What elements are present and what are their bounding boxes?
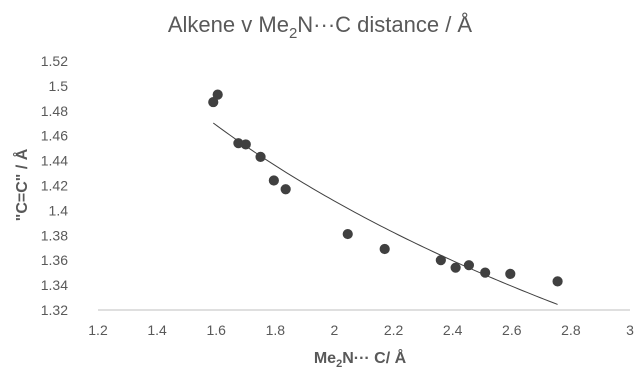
data-point	[212, 89, 223, 100]
data-point	[379, 243, 390, 255]
data-point	[208, 96, 219, 108]
y-tick-label: 1.44	[41, 153, 68, 169]
x-tick-label: 2.8	[561, 322, 581, 338]
chart-title-subscript: 2	[289, 25, 297, 42]
y-axis-tick-labels: 1.32 1.34 1.36 1.38 1.4 1.42 1.44 1.46 1.48 1.5 1.…	[41, 53, 68, 318]
data-points	[208, 89, 563, 287]
x-tick-label: 2.2	[384, 322, 404, 338]
x-tick-label: 1.6	[206, 322, 226, 338]
x-tick-label: 1.4	[147, 322, 167, 338]
x-tick-label: 2.4	[443, 322, 463, 338]
x-axis-title-subscript: 2	[336, 358, 342, 370]
data-point	[463, 260, 475, 271]
data-point	[280, 184, 291, 195]
chart-title: Alkene v Me2N···C distance / Å	[168, 12, 473, 42]
y-tick-label: 1.46	[41, 128, 68, 144]
x-tick-label: 2.6	[502, 322, 522, 338]
trendline	[212, 122, 558, 305]
x-tick-label: 1.2	[88, 322, 108, 338]
y-tick-label: 1.34	[41, 277, 68, 293]
y-axis-title: "C=C" / Å	[12, 148, 31, 221]
data-point	[240, 139, 251, 150]
y-tick-label: 1.48	[41, 103, 68, 119]
data-point	[480, 267, 491, 278]
y-tick-label: 1.5	[49, 78, 69, 94]
y-tick-label: 1.52	[41, 53, 68, 69]
y-tick-label: 1.42	[41, 178, 68, 194]
data-point	[450, 262, 461, 273]
x-tick-label: 1.8	[266, 322, 286, 338]
data-point	[268, 175, 279, 186]
y-tick-label: 1.4	[49, 202, 69, 218]
x-tick-label: 2	[331, 322, 339, 338]
y-tick-label: 1.38	[41, 227, 68, 243]
chart-title-prefix: Alkene v Me	[168, 12, 289, 37]
x-axis-tick-labels: 1.2 1.4 1.6 1.8 2 2.2 2.4 2.6 2.8 3	[88, 322, 634, 338]
x-axis-title-prefix: Me	[314, 350, 336, 367]
data-point	[255, 151, 266, 162]
x-axis-title-suffix: N··· C/ Å	[342, 348, 406, 367]
y-tick-label: 1.32	[41, 302, 68, 318]
data-point	[342, 228, 353, 240]
chart-title-suffix: N···C distance / Å	[297, 12, 472, 37]
data-point	[435, 255, 446, 266]
data-point	[505, 268, 516, 279]
x-tick-label: 3	[626, 322, 634, 338]
y-tick-label: 1.36	[41, 252, 68, 268]
x-axis-title: Me2N··· C/ Å	[314, 348, 407, 370]
data-point	[552, 276, 563, 287]
